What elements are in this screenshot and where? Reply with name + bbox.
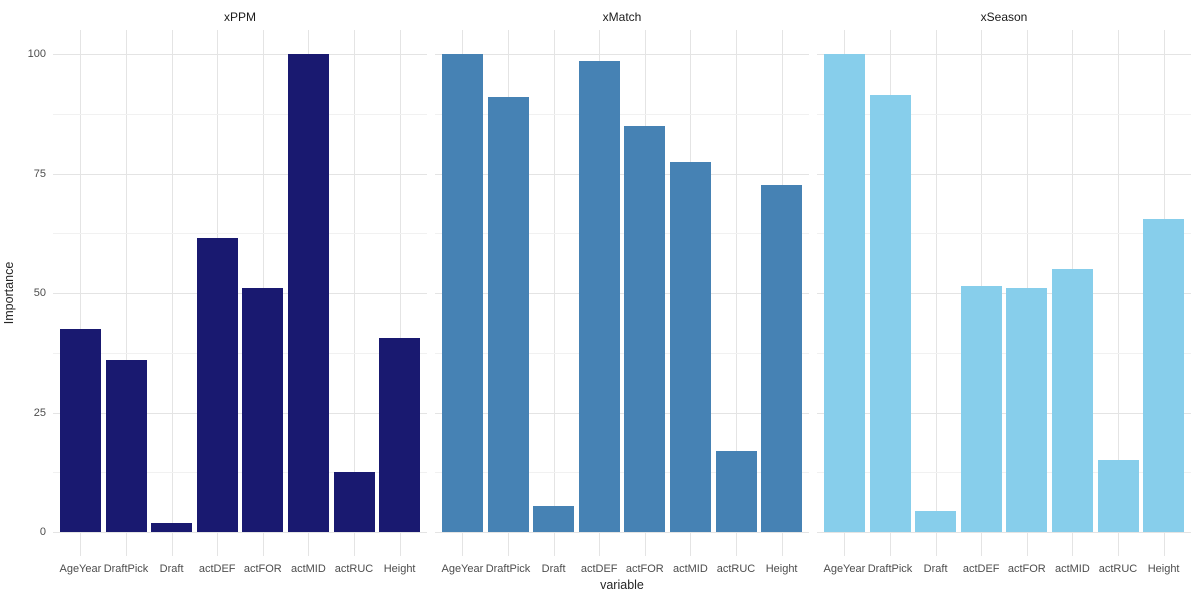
x-tick-label-xMatch-DraftPick: DraftPick: [485, 563, 531, 575]
x-tick-label-xMatch-Draft: Draft: [541, 563, 566, 575]
x-tick-label-xMatch-actRUC: actRUC: [716, 563, 756, 575]
bar-xMatch-AgeYear: [441, 53, 483, 533]
x-tick-label-xPPM-Draft: Draft: [159, 563, 184, 575]
x-tick-label-xMatch-actFOR: actFOR: [625, 563, 664, 575]
facet-panel-xSeason: [817, 30, 1191, 556]
bar-xPPM-AgeYear: [59, 328, 101, 533]
bar-xMatch-actDEF: [578, 61, 620, 533]
x-tick-label-xPPM-Height: Height: [383, 563, 416, 575]
gridline-major: [53, 412, 427, 414]
x-tick-label-xPPM-actMID: actMID: [290, 563, 326, 575]
bar-xPPM-actMID: [287, 53, 329, 533]
bar-xSeason-actMID: [1051, 269, 1093, 533]
bar-xSeason-actFOR: [1006, 288, 1048, 533]
gridline-major: [435, 173, 809, 175]
x-axis-title: variable: [600, 578, 644, 592]
bar-xPPM-actFOR: [242, 288, 284, 533]
gridline-major: [817, 53, 1191, 55]
y-tick-label-50: 50: [33, 287, 46, 299]
gridline-minor: [435, 472, 809, 474]
x-tick-label-xPPM-actRUC: actRUC: [334, 563, 374, 575]
bar-xMatch-Height: [761, 185, 803, 533]
y-tick-label-100: 100: [27, 47, 46, 60]
bar-xMatch-Draft: [533, 505, 575, 533]
gridline-major: [53, 293, 427, 294]
x-tick-label-xSeason-actDEF: actDEF: [962, 563, 1000, 575]
y-tick-label-25: 25: [33, 406, 46, 419]
x-tick-label-xSeason-DraftPick: DraftPick: [867, 563, 913, 575]
bar-xMatch-actFOR: [624, 125, 666, 533]
facet-strip-xPPM: xPPM: [223, 10, 256, 24]
facet-strip-xSeason: xSeason: [980, 10, 1028, 24]
bar-xMatch-actRUC: [715, 450, 757, 533]
bar-xPPM-actDEF: [196, 238, 238, 533]
x-tick-label-xMatch-actDEF: actDEF: [580, 563, 618, 575]
x-tick-label-xMatch-AgeYear: AgeYear: [441, 563, 484, 575]
x-tick-label-xMatch-Height: Height: [765, 563, 798, 575]
facet-panel-xMatch: [435, 30, 809, 556]
bar-xSeason-Height: [1143, 218, 1185, 533]
gridline-minor: [53, 472, 427, 474]
x-tick-label-xPPM-DraftPick: DraftPick: [103, 563, 149, 575]
x-tick-label-xSeason-Draft: Draft: [923, 563, 948, 575]
gridline-minor: [817, 233, 1191, 235]
gridline-major: [53, 173, 427, 175]
gridline-minor: [435, 113, 809, 115]
bar-xPPM-Height: [379, 338, 421, 533]
x-tick-label-xSeason-AgeYear: AgeYear: [823, 563, 866, 575]
x-tick-label-xSeason-actRUC: actRUC: [1098, 563, 1138, 575]
gridline-major: [817, 173, 1191, 175]
y-tick-label-0: 0: [39, 526, 46, 539]
gridline-major: [53, 532, 427, 534]
bar-xMatch-actMID: [669, 161, 711, 533]
gridline-major: [435, 532, 809, 534]
x-tick-label-xPPM-AgeYear: AgeYear: [59, 563, 102, 575]
gridline-minor: [817, 113, 1191, 115]
gridline-major: [435, 293, 809, 294]
gridline-major: [817, 412, 1191, 414]
x-tick-label-xSeason-actMID: actMID: [1054, 563, 1090, 575]
bar-xPPM-actRUC: [333, 472, 375, 533]
y-tick-label-75: 75: [33, 167, 46, 180]
bar-xSeason-DraftPick: [869, 94, 911, 533]
x-tick-label-xSeason-actFOR: actFOR: [1007, 563, 1046, 575]
bar-xMatch-DraftPick: [487, 96, 529, 532]
gridline-minor: [53, 233, 427, 235]
gridline-major: [817, 293, 1191, 294]
x-tick-label-xMatch-actMID: actMID: [672, 563, 708, 575]
gridline-major: [435, 412, 809, 414]
bar-xSeason-AgeYear: [823, 53, 865, 533]
bar-xPPM-Draft: [151, 522, 193, 533]
gridline-minor: [817, 472, 1191, 474]
facet-panel-xPPM: [53, 30, 427, 556]
gridline-minor: [435, 352, 809, 354]
facet-strip-xMatch: xMatch: [602, 10, 642, 24]
bar-xSeason-Draft: [915, 510, 957, 533]
bar-xSeason-actRUC: [1097, 460, 1139, 533]
x-tick-label-xPPM-actDEF: actDEF: [198, 563, 236, 575]
gridline-minor: [435, 233, 809, 235]
bar-xSeason-actDEF: [960, 285, 1002, 533]
bar-xPPM-DraftPick: [105, 359, 147, 532]
gridline-major: [53, 53, 427, 55]
gridline-minor: [817, 352, 1191, 354]
gridline-major: [817, 532, 1191, 534]
x-tick-label-xPPM-actFOR: actFOR: [243, 563, 282, 575]
x-tick-label-xSeason-Height: Height: [1147, 563, 1180, 575]
gridline-major: [435, 53, 809, 55]
gridline-minor: [53, 113, 427, 115]
gridline-minor: [53, 352, 427, 354]
